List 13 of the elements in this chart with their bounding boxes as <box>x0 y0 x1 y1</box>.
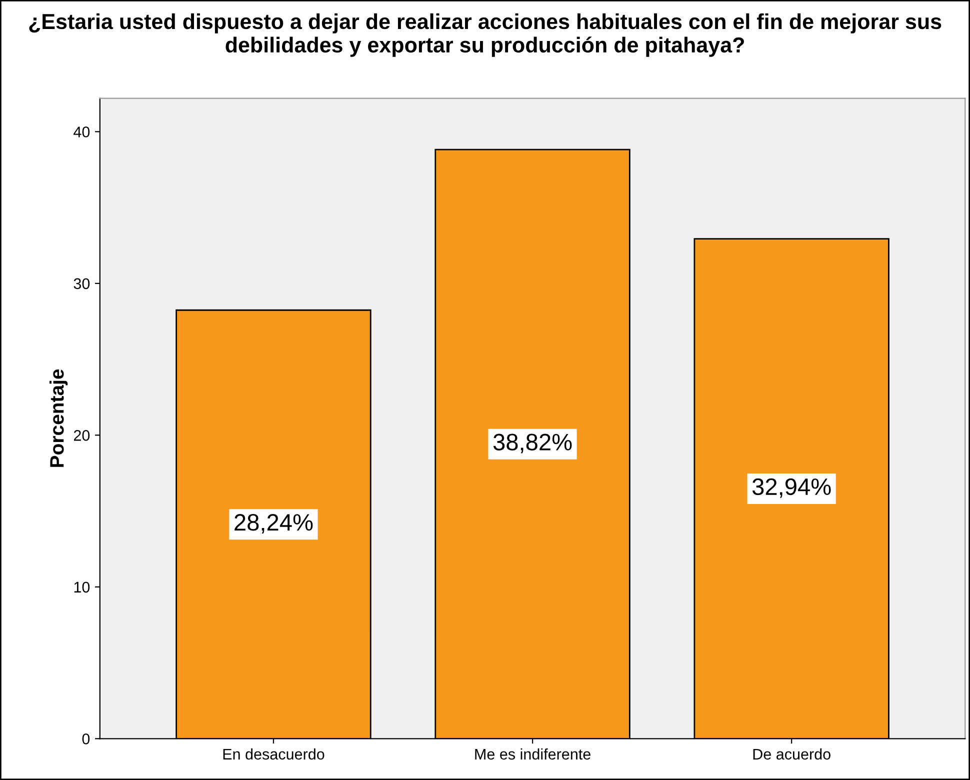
data-label: 38,82% <box>493 434 572 454</box>
y-tick-label: 20 <box>74 430 90 441</box>
y-tick-label: 0 <box>82 734 90 744</box>
x-tick-label: En desacuerdo <box>223 748 324 760</box>
data-label: 28,24% <box>234 514 313 534</box>
y-tick-label: 40 <box>74 126 90 138</box>
data-label: 32,94% <box>752 478 831 498</box>
y-tick-label: 30 <box>74 278 90 290</box>
x-tick-label: Me es indiferente <box>475 748 590 760</box>
y-tick-label: 10 <box>74 582 90 593</box>
x-tick-label: De acuerdo <box>753 748 830 760</box>
y-axis-title: Porcentaje <box>50 369 68 467</box>
chart-title: ¿Estaria usted dispuesto a dejar de realizar acciones habituales con el fin de mejorar sus debilidades y exportar su producción de pitahaya? <box>29 13 942 57</box>
